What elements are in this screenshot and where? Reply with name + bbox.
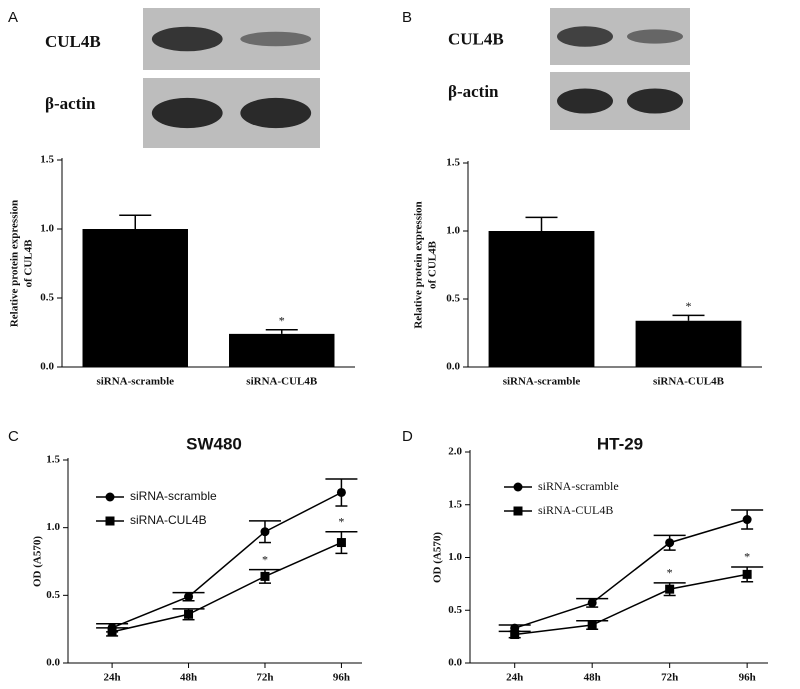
x-tick-label: siRNA-CUL4B bbox=[653, 376, 725, 388]
significance: * bbox=[667, 566, 673, 580]
bar bbox=[82, 229, 188, 367]
legend-label: siRNA-scramble bbox=[538, 479, 619, 493]
y-tick-label: 1.5 bbox=[448, 498, 462, 510]
point bbox=[587, 598, 597, 608]
y-tick-label: 0.0 bbox=[46, 657, 60, 669]
point bbox=[336, 538, 346, 548]
bar bbox=[635, 320, 742, 367]
panel-letter: B bbox=[402, 9, 412, 26]
x-tick-label: 48h bbox=[180, 672, 197, 684]
point bbox=[336, 487, 346, 497]
legend-label: siRNA-CUL4B bbox=[538, 503, 613, 517]
blot-label: β-actin bbox=[45, 94, 96, 113]
point bbox=[184, 609, 194, 619]
legend-marker bbox=[513, 482, 523, 492]
y-tick-label: 0.5 bbox=[446, 293, 460, 305]
y-axis-label: OD (A570) bbox=[32, 536, 44, 587]
line bbox=[514, 573, 748, 636]
point bbox=[665, 584, 675, 594]
x-tick-label: 24h bbox=[104, 672, 121, 684]
bar bbox=[229, 333, 335, 367]
blot-label: β-actin bbox=[448, 82, 499, 101]
bar bbox=[488, 231, 595, 367]
y-tick-label: 2.0 bbox=[448, 446, 462, 458]
x-tick-label: 72h bbox=[661, 672, 678, 684]
point bbox=[184, 592, 194, 602]
significance: * bbox=[338, 514, 344, 528]
legend-marker bbox=[105, 516, 115, 526]
line bbox=[111, 491, 342, 629]
x-tick-label: 48h bbox=[584, 672, 601, 684]
point bbox=[665, 538, 675, 548]
y-tick-label: 1.5 bbox=[40, 154, 54, 166]
blot-band bbox=[240, 31, 312, 47]
x-tick-label: 24h bbox=[506, 672, 523, 684]
y-axis-label: of CUL4B bbox=[427, 240, 439, 289]
x-tick-label: 96h bbox=[739, 672, 756, 684]
legend-label: siRNA-CUL4B bbox=[130, 513, 207, 527]
blot-label: CUL4B bbox=[448, 29, 504, 48]
point bbox=[510, 630, 520, 640]
legend-label: siRNA-scramble bbox=[130, 489, 217, 503]
panel-letter: C bbox=[8, 428, 19, 445]
blot-band bbox=[627, 29, 683, 44]
y-tick-label: 0.5 bbox=[46, 589, 60, 601]
blot-band bbox=[151, 26, 223, 52]
y-tick-label: 1.0 bbox=[446, 225, 460, 237]
y-tick-label: 1.0 bbox=[40, 223, 54, 235]
blot-band bbox=[240, 97, 312, 129]
blot-band bbox=[557, 26, 613, 47]
significance: * bbox=[262, 552, 268, 566]
blot-band bbox=[151, 97, 223, 129]
point bbox=[742, 569, 752, 579]
blot-band bbox=[627, 88, 683, 114]
x-tick-label: 96h bbox=[333, 672, 350, 684]
y-axis-label: Relative protein expression bbox=[413, 201, 425, 328]
blot-label: CUL4B bbox=[45, 32, 101, 51]
point bbox=[107, 627, 117, 637]
line bbox=[111, 541, 342, 633]
y-axis-label: OD (A570) bbox=[432, 532, 444, 583]
y-tick-label: 1.5 bbox=[46, 454, 60, 466]
x-tick-label: siRNA-scramble bbox=[96, 376, 174, 388]
y-axis-label: Relative protein expression bbox=[9, 200, 21, 327]
significance: * bbox=[686, 299, 692, 313]
panel-letter: A bbox=[8, 9, 18, 26]
x-tick-label: siRNA-CUL4B bbox=[246, 376, 318, 388]
point bbox=[742, 515, 752, 525]
x-tick-label: 72h bbox=[256, 672, 273, 684]
y-tick-label: 1.0 bbox=[448, 551, 462, 563]
significance: * bbox=[279, 313, 285, 327]
y-tick-label: 0.5 bbox=[448, 604, 462, 616]
legend-marker bbox=[513, 506, 523, 516]
line bbox=[514, 518, 748, 629]
significance: * bbox=[744, 550, 750, 564]
blot-band bbox=[557, 88, 613, 114]
panel-letter: D bbox=[402, 428, 413, 445]
point bbox=[260, 571, 270, 581]
point bbox=[260, 527, 270, 537]
chart-title: SW480 bbox=[186, 434, 242, 453]
x-tick-label: siRNA-scramble bbox=[503, 376, 581, 388]
y-tick-label: 0.0 bbox=[446, 361, 460, 373]
y-tick-label: 0.5 bbox=[40, 292, 54, 304]
point bbox=[587, 620, 597, 630]
y-tick-label: 0.0 bbox=[40, 361, 54, 373]
y-tick-label: 1.5 bbox=[446, 157, 460, 169]
legend-marker bbox=[105, 492, 115, 502]
y-tick-label: 0.0 bbox=[448, 657, 462, 669]
chart-title: HT-29 bbox=[597, 434, 643, 453]
y-axis-label: of CUL4B bbox=[23, 239, 35, 288]
y-tick-label: 1.0 bbox=[46, 521, 60, 533]
